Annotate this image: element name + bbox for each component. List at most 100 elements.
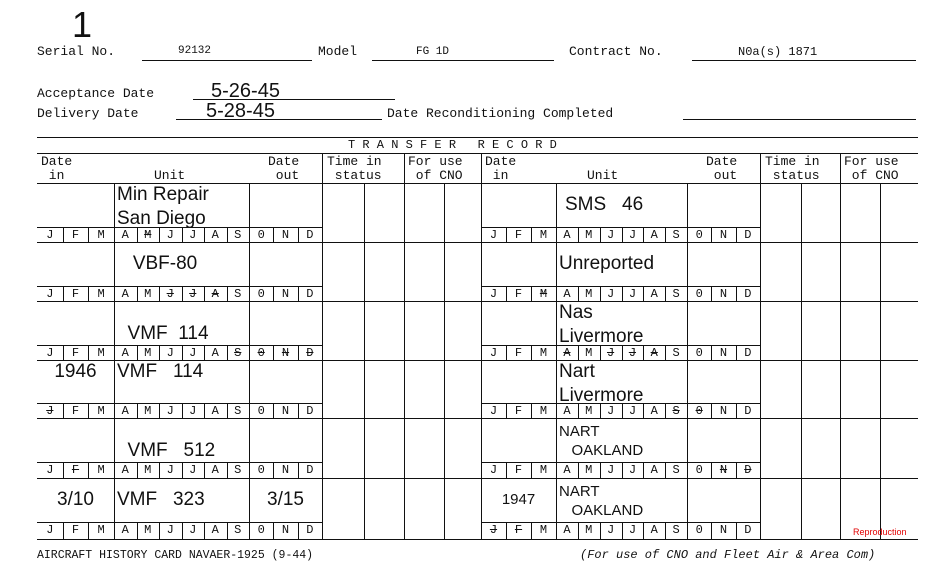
rule-line [114,403,115,418]
rule-line [159,403,160,418]
month-cell-9: 0 [695,463,703,477]
rule-line [531,227,532,242]
rule-line [643,462,644,478]
rule-line [556,462,557,478]
rule-line [114,360,115,403]
right-header-unit: Unit [587,168,619,183]
rule-line [643,403,644,418]
month-cell-1-struck: F [71,463,80,477]
footer-form-id: AIRCRAFT HISTORY CARD NAVAER-1925 (9-44) [37,549,314,562]
month-cell-7: A [211,346,219,360]
date-out-cell [687,418,760,462]
month-cell-0-struck: J [489,523,498,537]
rule-line [249,183,250,227]
month-cell-2: M [539,523,548,537]
month-cell-2: M [97,523,105,537]
rule-line [249,462,250,478]
rule-line [556,301,557,345]
rule-line [556,360,557,403]
month-cell-7: A [211,404,219,418]
month-cell-6: J [189,463,197,477]
month-cell-6: J [628,228,637,242]
month-cell-5: J [166,346,174,360]
month-cell-8: S [672,346,680,360]
rule-line [531,462,532,478]
rule-line [711,227,712,242]
rule-line [481,522,760,523]
rule-line [114,478,115,522]
month-cell-6: J [628,287,637,301]
delivery-value: 5-28-45 [206,100,275,122]
month-cell-0: J [489,228,498,242]
month-cell-2: M [97,404,105,418]
month-cell-5-struck: J [166,287,174,301]
month-cell-5: J [166,523,174,537]
rule-line [88,286,89,301]
unit-cell: VMF 323 [117,489,205,510]
rule-line [687,301,688,345]
rule-line [556,403,557,418]
date-in-cell [481,360,556,403]
month-cell-2: M [539,463,548,477]
rule-line [711,462,712,478]
month-cell-1: F [71,404,80,418]
date-out-cell [249,360,322,403]
rule-line [643,286,644,301]
contract-value: N0a(s) 1871 [738,45,818,59]
rule-line [687,345,688,360]
date-in-cell [37,183,114,227]
rule-line [88,227,89,242]
unit-cell: Min Repair San Diego [117,184,209,227]
rule-line [531,345,532,360]
rule-line [249,286,250,301]
month-cell-5: J [166,228,174,242]
rule-line [249,418,250,462]
month-cell-8-struck: S [672,404,680,418]
rule-line [622,462,623,478]
rule-line [556,418,557,462]
rule-line [88,403,89,418]
month-cell-2: M [97,228,105,242]
rule-line [182,286,183,301]
month-cell-3: A [563,523,571,537]
month-cell-11: D [744,346,752,360]
rule-line [506,462,507,478]
rule-line [37,153,918,154]
month-cell-1: F [71,346,80,360]
rule-line [37,137,918,138]
rule-line [227,286,228,301]
rule-line [556,242,557,286]
rule-line [137,522,138,539]
rule-line [37,478,918,479]
left-header-unit: Unit [154,168,186,183]
rule-line [481,286,760,287]
rule-line [687,360,688,403]
rule-line [37,403,322,404]
rule-line [114,286,115,301]
rule-line [880,183,881,539]
unit-cell: VBF-80 [117,253,198,274]
month-cell-1-struck: F [514,523,523,537]
month-cell-8: S [234,228,242,242]
rule-line [159,345,160,360]
rule-line [322,153,323,539]
model-label: Model [318,44,358,59]
rule-line [711,522,712,539]
rule-line [249,227,250,242]
month-cell-6: J [189,228,197,242]
month-cell-11: D [744,287,752,301]
delivery-label: Delivery Date [37,106,139,121]
month-cell-3: A [563,228,571,242]
month-cell-10-struck: N [281,346,290,360]
rule-line [88,522,89,539]
month-cell-2: M [97,463,105,477]
month-cell-5: J [166,463,174,477]
unit-cell: VMF 114 [117,323,209,344]
month-cell-9-struck: 0 [257,346,265,360]
month-cell-10: N [719,287,728,301]
month-cell-9: 0 [257,287,265,301]
month-cell-9: 0 [257,404,265,418]
month-cell-4: M [585,463,593,477]
rule-line [227,403,228,418]
month-cell-2: M [539,346,548,360]
